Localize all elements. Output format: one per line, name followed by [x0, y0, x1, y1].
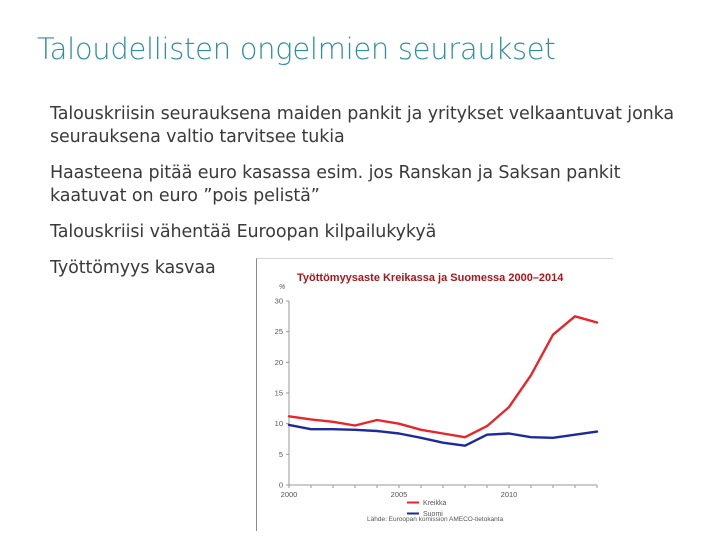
series-line-suomi — [287, 423, 599, 447]
bullet-item: Haasteena pitää euro kasassa esim. jos R… — [50, 163, 621, 206]
legend-label: Suomi — [423, 511, 443, 518]
y-tick-label: 25 — [275, 327, 283, 336]
x-tick-label: 2010 — [501, 490, 518, 499]
bullet-list: Talouskriisin seurauksena maiden pankit … — [50, 103, 690, 293]
y-tick-label: 15 — [275, 389, 283, 398]
bullet-item: Talouskriisi vähentää Euroopan kilpailuk… — [50, 222, 437, 242]
chart-source: Lähde: Euroopan komission AMECO-tietokan… — [367, 516, 504, 523]
bullet-item: Työttömyys kasvaa — [50, 258, 216, 278]
chart-title: Työttömyysaste Kreikassa ja Suomessa 200… — [297, 272, 564, 284]
y-axis-unit: % — [279, 284, 285, 291]
x-tick-label: 2000 — [281, 490, 298, 499]
y-tick-label: 20 — [275, 358, 283, 367]
chart-legend: Kreikka Suomi — [407, 500, 446, 518]
y-tick-label: 0 — [279, 481, 283, 490]
series-layer — [287, 315, 599, 447]
line-chart: Työttömyysaste Kreikassa ja Suomessa 200… — [275, 272, 599, 523]
chart-axes: 0 5 10 15 20 25 30 2000 2005 2010 — [275, 297, 598, 499]
series-line-kreikka — [287, 315, 599, 439]
x-tick-label: 2005 — [391, 490, 408, 499]
chart-image: Työttömyysaste Kreikassa ja Suomessa 200… — [256, 258, 613, 531]
y-tick-label: 30 — [275, 297, 283, 306]
slide-title: Taloudellisten ongelmien seuraukset — [37, 32, 556, 66]
legend-label: Kreikka — [423, 500, 446, 507]
y-tick-label: 10 — [275, 419, 283, 428]
y-tick-label: 5 — [279, 450, 283, 459]
bullet-item: Talouskriisin seurauksena maiden pankit … — [50, 104, 675, 147]
